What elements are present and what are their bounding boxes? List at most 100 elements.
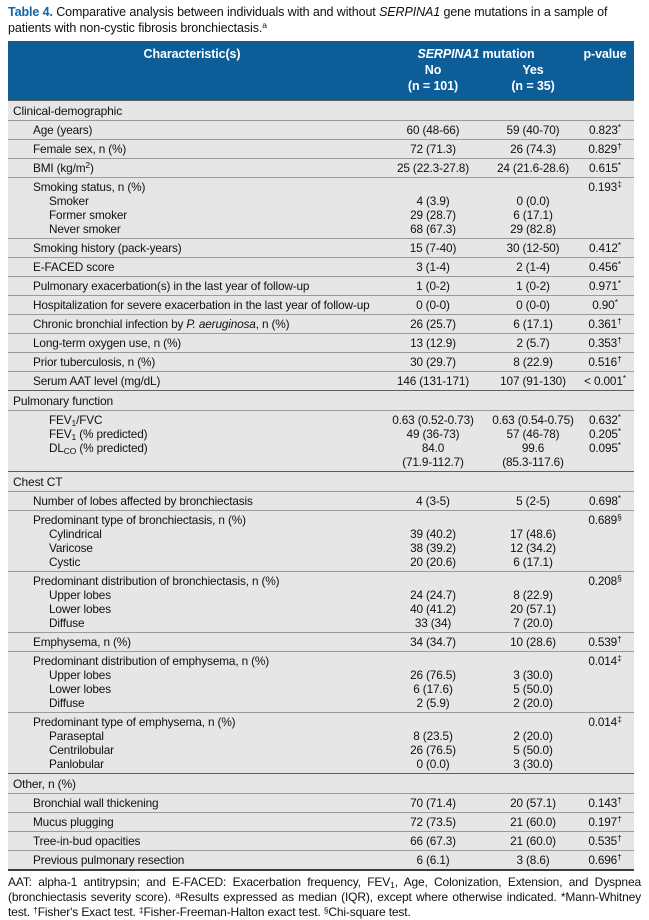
cell-characteristic: FEV1/FVC <box>49 412 103 428</box>
section-header: Other, n (%) <box>8 773 634 793</box>
table-row-group: Previous pulmonary resection 6 (6.1) 3 (8.… <box>8 850 634 869</box>
cell-pvalue <box>576 194 634 208</box>
table-title-text: Comparative analysis between individuals… <box>8 5 608 35</box>
cell-characteristic: Former smoker <box>49 207 128 222</box>
table-row-group: Predominant distribution of emphysema, n… <box>8 651 634 712</box>
table-row: Previous pulmonary resection 6 (6.1) 3 (8.… <box>8 853 634 867</box>
column-header-yes: Yes <box>522 63 544 77</box>
cell-pvalue: 0.971* <box>589 278 621 293</box>
cell-yes: 0 (0-0) <box>516 297 550 312</box>
cell-characteristic: Paraseptal <box>49 728 104 743</box>
cell-characteristic: Prior tuberculosis, n (%) <box>33 354 156 369</box>
cell-no: 72 (73.5) <box>410 814 456 829</box>
cell-characteristic: Smoker <box>49 193 89 208</box>
column-header-characteristics: Characteristic(s) <box>143 47 241 61</box>
cell-pvalue: 0.193‡ <box>588 179 622 194</box>
cell-characteristic: Hospitalization for severe exacerbation … <box>33 297 370 312</box>
cell-pvalue: 0.90* <box>592 297 618 312</box>
cell-pvalue <box>576 616 634 630</box>
cell-pvalue: 0.361† <box>588 316 622 331</box>
cell-no: 30 (29.7) <box>410 354 456 369</box>
cell-pvalue: 0.829† <box>588 141 622 156</box>
cell-no: 68 (67.3) <box>410 221 456 236</box>
cell-no <box>376 180 490 194</box>
table-row: Paraseptal 8 (23.5) 2 (20.0) <box>8 729 634 743</box>
table-row-group: Pulmonary exacerbation(s) in the last ye… <box>8 276 634 295</box>
cell-yes: 3 (30.0) <box>513 756 553 771</box>
table-row: Chronic bronchial infection by P. aerugi… <box>8 317 634 331</box>
cell-pvalue: 0.208§ <box>588 573 622 588</box>
cell-yes: 5 (2-5) <box>516 493 550 508</box>
table-row: DLCO (% predicted) 84.0 (71.9-112.7) 99.6 (8… <box>8 441 634 469</box>
table-row-group: Serum AAT level (mg/dL) 146 (131-171) 107 … <box>8 371 634 390</box>
cell-pvalue: 0.615* <box>589 160 621 175</box>
cell-no <box>376 513 490 527</box>
table-row-group: Age (years) 60 (48-66) 59 (40-70) 0.823* <box>8 120 634 139</box>
table-header: Characteristic(s) SERPINA1 mutation p-va… <box>8 41 634 100</box>
cell-characteristic: Mucus plugging <box>33 814 114 829</box>
table-row-group: Smoking status, n (%) 0.193‡ Smoker 4 (3.9)… <box>8 177 634 238</box>
cell-characteristic: E-FACED score <box>33 259 115 274</box>
cell-no: 4 (3-5) <box>416 493 450 508</box>
cell-characteristic: Previous pulmonary resection <box>33 852 185 867</box>
table-row: Lower lobes 6 (17.6) 5 (50.0) <box>8 682 634 696</box>
cell-yes: 99.6 (85.3-117.6) <box>502 440 564 469</box>
table-row-group: Hospitalization for severe exacerbation … <box>8 295 634 314</box>
section-header: Pulmonary function <box>8 390 634 410</box>
cell-yes: 6 (17.1) <box>513 316 553 331</box>
cell-no <box>376 715 490 729</box>
cell-pvalue <box>576 555 634 569</box>
table-row: Cystic 20 (20.6) 6 (17.1) <box>8 555 634 569</box>
table-row: Predominant distribution of emphysema, n… <box>8 654 634 668</box>
cell-pvalue <box>576 668 634 682</box>
cell-yes: 5 (50.0) <box>513 681 553 696</box>
table-row-group: Predominant type of bronchiectasis, n (%… <box>8 510 634 571</box>
table-row-group: Predominant distribution of bronchiectas… <box>8 571 634 632</box>
cell-pvalue <box>576 527 634 541</box>
cell-yes: 0.63 (0.54-0.75) <box>492 412 574 427</box>
cell-yes: 57 (46-78) <box>506 426 560 441</box>
cell-no: 29 (28.7) <box>410 207 456 222</box>
comparison-table: Characteristic(s) SERPINA1 mutation p-va… <box>8 41 634 871</box>
table-row: Tree-in-bud opacities 66 (67.3) 21 (60.0) 0… <box>8 834 634 848</box>
cell-no: 0 (0-0) <box>416 297 450 312</box>
table-row: Panlobular 0 (0.0) 3 (30.0) <box>8 757 634 771</box>
cell-yes: 3 (30.0) <box>513 667 553 682</box>
cell-no: 6 (17.6) <box>413 681 453 696</box>
cell-no: 0.63 (0.52-0.73) <box>392 412 474 427</box>
cell-characteristic: Smoking history (pack-years) <box>33 240 182 255</box>
cell-yes: 29 (82.8) <box>510 221 556 236</box>
cell-pvalue: 0.823* <box>589 122 621 137</box>
table-number-label: Table 4. <box>8 5 53 19</box>
cell-pvalue: 0.205* <box>589 426 621 441</box>
table-row-group: BMI (kg/m2) 25 (22.3-27.8) 24 (21.6-28.6) 0… <box>8 158 634 177</box>
section-header: Chest CT <box>8 471 634 491</box>
cell-no: 33 (34) <box>414 615 452 630</box>
table-row: Hospitalization for severe exacerbation … <box>8 298 634 312</box>
table-row-group: Chronic bronchial infection by P. aerugi… <box>8 314 634 333</box>
cell-no: 13 (12.9) <box>410 335 456 350</box>
cell-pvalue: 0.535† <box>588 833 622 848</box>
cell-characteristic: Predominant distribution of bronchiectas… <box>33 573 280 588</box>
cell-no: 6 (6.1) <box>416 852 450 867</box>
cell-no <box>376 654 490 668</box>
table-row: Female sex, n (%) 72 (71.3) 26 (74.3) 0.829… <box>8 142 634 156</box>
cell-characteristic: Tree-in-bud opacities <box>33 833 141 848</box>
cell-yes: 8 (22.9) <box>513 354 553 369</box>
column-header-pvalue: p-value <box>583 47 627 61</box>
table-row: Prior tuberculosis, n (%) 30 (29.7) 8 (22.… <box>8 355 634 369</box>
cell-no: 60 (48-66) <box>406 122 460 137</box>
cell-no: 84.0 (71.9-112.7) <box>402 440 464 469</box>
cell-no: 2 (5.9) <box>416 695 450 710</box>
cell-characteristic: Number of lobes affected by bronchiectas… <box>33 493 253 508</box>
table-row: Predominant type of bronchiectasis, n (%… <box>8 513 634 527</box>
table-row: Predominant type of emphysema, n (%) 0.01… <box>8 715 634 729</box>
column-header-no: No <box>424 63 442 77</box>
table-row: E-FACED score 3 (1-4) 2 (1-4) 0.456* <box>8 260 634 274</box>
table-row: Predominant distribution of bronchiectas… <box>8 574 634 588</box>
table-row: Upper lobes 26 (76.5) 3 (30.0) <box>8 668 634 682</box>
cell-yes: 10 (28.6) <box>510 634 556 649</box>
table-row: Former smoker 29 (28.7) 6 (17.1) <box>8 208 634 222</box>
cell-characteristic: BMI (kg/m2) <box>33 160 94 175</box>
